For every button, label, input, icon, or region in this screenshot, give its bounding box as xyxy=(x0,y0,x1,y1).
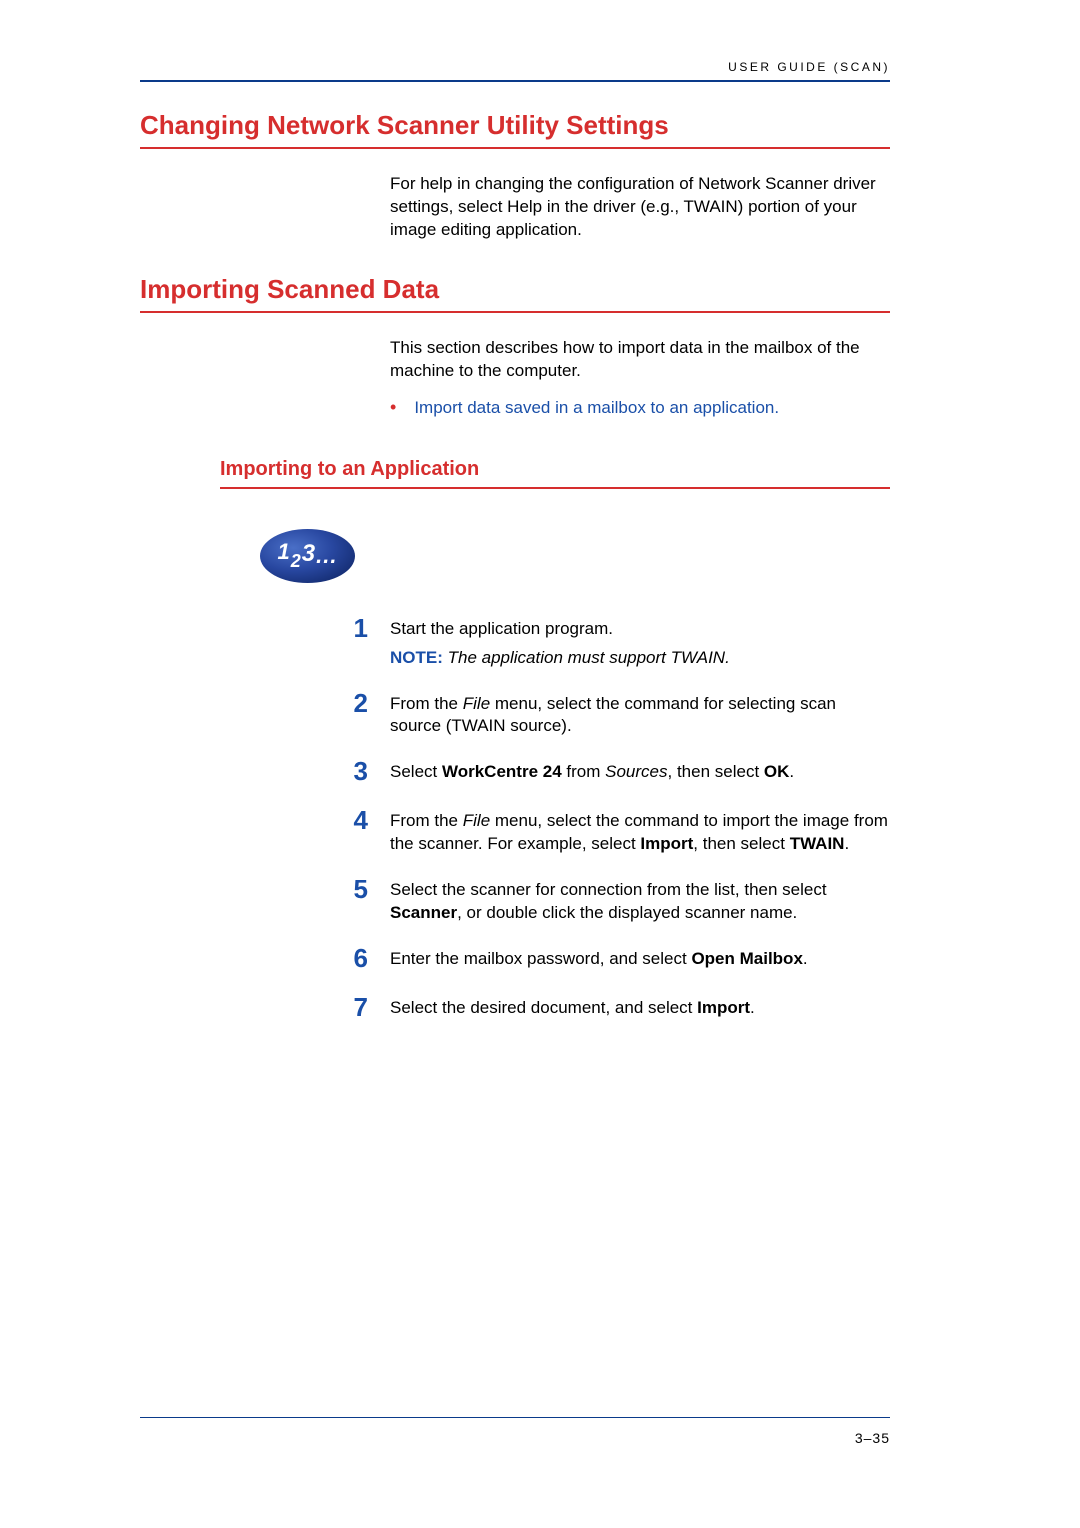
step-number: 2 xyxy=(340,688,390,719)
step-text: Enter the mailbox password, and select xyxy=(390,949,691,968)
step-body: From the File menu, select the command f… xyxy=(390,688,890,739)
step-text: Open Mailbox xyxy=(691,949,802,968)
step-number: 5 xyxy=(340,874,390,905)
step-text: Select xyxy=(390,762,442,781)
step-note: NOTE: The application must support TWAIN… xyxy=(390,647,730,670)
step-text: Start the application program. xyxy=(390,619,613,638)
step-row: 6Enter the mailbox password, and select … xyxy=(340,943,890,974)
step-number: 7 xyxy=(340,992,390,1023)
step-body: Enter the mailbox password, and select O… xyxy=(390,943,808,971)
footer-rule xyxy=(140,1417,890,1418)
step-text: Select the desired document, and select xyxy=(390,998,697,1017)
step-row: 2From the File menu, select the command … xyxy=(340,688,890,739)
step-body: From the File menu, select the command t… xyxy=(390,805,890,856)
step-text: From the xyxy=(390,694,463,713)
header-rule: USER GUIDE (SCAN) xyxy=(140,80,890,82)
step-row: 3Select WorkCentre 24 from Sources, then… xyxy=(340,756,890,787)
step-text: . xyxy=(803,949,808,968)
section2-title: Importing Scanned Data xyxy=(140,274,890,305)
step-text: , then select xyxy=(668,762,764,781)
step-text: Select the scanner for connection from t… xyxy=(390,880,827,899)
step-text: , then select xyxy=(693,834,789,853)
step-text: File xyxy=(463,694,490,713)
section3-title: Importing to an Application xyxy=(220,458,890,481)
step-body: Select the scanner for connection from t… xyxy=(390,874,890,925)
bullet-item: • Import data saved in a mailbox to an a… xyxy=(390,397,890,420)
step-text: Scanner xyxy=(390,903,457,922)
note-label: NOTE: xyxy=(390,648,443,667)
step-row: 5Select the scanner for connection from … xyxy=(340,874,890,925)
bullet-link[interactable]: Import data saved in a mailbox to an app… xyxy=(414,397,779,420)
note-text: The application must support TWAIN. xyxy=(443,648,730,667)
step-number: 4 xyxy=(340,805,390,836)
step-text: . xyxy=(844,834,849,853)
step-text: OK xyxy=(764,762,790,781)
step-text: Import xyxy=(697,998,750,1017)
section2-body: This section describes how to import dat… xyxy=(390,337,890,383)
steps-badge: 123... xyxy=(260,529,890,583)
step-text: . xyxy=(789,762,794,781)
step-text: Sources xyxy=(605,762,667,781)
step-row: 4From the File menu, select the command … xyxy=(340,805,890,856)
steps-badge-text: 123... xyxy=(278,539,338,572)
step-body: Select WorkCentre 24 from Sources, then … xyxy=(390,756,794,784)
document-page: USER GUIDE (SCAN) Changing Network Scann… xyxy=(0,0,1080,1101)
section3-rule xyxy=(220,487,890,489)
step-number: 1 xyxy=(340,613,390,644)
step-text: File xyxy=(463,811,490,830)
step-text: WorkCentre 24 xyxy=(442,762,562,781)
step-text: From the xyxy=(390,811,463,830)
steps-list: 1Start the application program. NOTE: The… xyxy=(340,613,890,1024)
steps-badge-icon: 123... xyxy=(260,529,355,583)
step-body: Select the desired document, and select … xyxy=(390,992,755,1020)
section1-body: For help in changing the configuration o… xyxy=(390,173,890,242)
page-number: 3–35 xyxy=(855,1430,890,1446)
step-row: 1Start the application program. NOTE: The… xyxy=(340,613,890,670)
step-text: TWAIN xyxy=(790,834,845,853)
step-text: . xyxy=(750,998,755,1017)
step-body: Start the application program. NOTE: The … xyxy=(390,613,730,670)
running-head: USER GUIDE (SCAN) xyxy=(728,60,890,74)
section2-rule xyxy=(140,311,890,313)
section1-title: Changing Network Scanner Utility Setting… xyxy=(140,110,890,141)
step-text: from xyxy=(562,762,605,781)
bullet-dot-icon: • xyxy=(390,397,396,419)
step-text: Import xyxy=(640,834,693,853)
step-row: 7Select the desired document, and select… xyxy=(340,992,890,1023)
step-number: 6 xyxy=(340,943,390,974)
step-text: , or double click the displayed scanner … xyxy=(457,903,797,922)
section1-rule xyxy=(140,147,890,149)
step-number: 3 xyxy=(340,756,390,787)
